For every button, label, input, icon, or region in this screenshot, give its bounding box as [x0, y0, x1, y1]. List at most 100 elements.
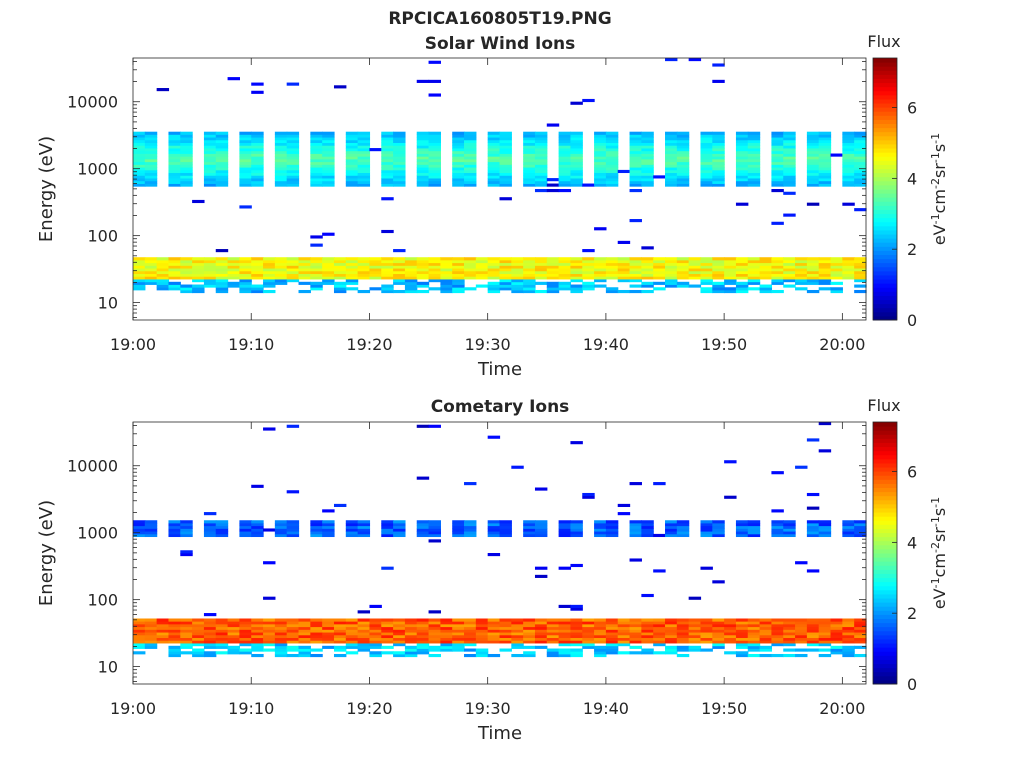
- flux-cell: [629, 156, 642, 160]
- flux-cell: [133, 131, 146, 135]
- flux-cell: [345, 643, 359, 647]
- flux-cell: [582, 621, 595, 625]
- flux-cell: [357, 139, 371, 143]
- flux-cell: [806, 279, 820, 283]
- flux-cell: [168, 531, 181, 535]
- flux-cell: [511, 653, 524, 658]
- flux-cell: [487, 522, 501, 527]
- flux-cell: [806, 289, 820, 294]
- flux-cell: [393, 178, 406, 182]
- flux-cell: [641, 172, 654, 176]
- flux-cell: [842, 528, 855, 532]
- flux-cell: [534, 276, 548, 280]
- flux-cell: [806, 169, 820, 174]
- flux-cell: [629, 558, 642, 562]
- flux-cell: [239, 626, 252, 630]
- flux-cell: [239, 643, 252, 647]
- flux-cell: [676, 180, 690, 184]
- colorbar-step: [873, 647, 897, 652]
- colorbar-tick-label: 4: [907, 533, 917, 552]
- flux-cell: [747, 632, 761, 636]
- flux-cell: [511, 623, 524, 628]
- flux-cell: [144, 137, 158, 141]
- flux-cell: [570, 289, 583, 294]
- flux-cell: [641, 137, 654, 141]
- colorbar-step: [873, 242, 897, 247]
- colorbar-step: [873, 446, 897, 452]
- flux-cell: [747, 164, 761, 168]
- flux-cell: [345, 167, 359, 171]
- flux-cell: [416, 522, 430, 527]
- flux-cell: [416, 150, 430, 154]
- flux-cell: [558, 634, 572, 639]
- flux-cell: [357, 150, 371, 154]
- flux-cell: [203, 183, 217, 187]
- flux-cell: [487, 653, 501, 658]
- flux-cell: [629, 172, 642, 176]
- flux-cell: [676, 626, 690, 630]
- flux-cell: [818, 156, 832, 160]
- flux-cell: [345, 629, 359, 633]
- flux-cell: [818, 178, 832, 182]
- flux-cell: [700, 637, 713, 641]
- flux-cell: [854, 289, 867, 294]
- flux-cell: [203, 653, 217, 658]
- flux-cell: [239, 531, 252, 535]
- flux-cell: [724, 637, 737, 641]
- flux-cell: [203, 153, 217, 157]
- flux-cell: [771, 161, 784, 165]
- flux-cell: [428, 172, 441, 176]
- flux-cell: [393, 520, 406, 524]
- flux-cell: [771, 653, 784, 658]
- flux-cell: [416, 651, 430, 655]
- flux-cell: [180, 148, 193, 152]
- flux-cell: [322, 637, 335, 641]
- colorbar-step: [873, 606, 897, 611]
- flux-cell: [393, 156, 406, 160]
- flux-cell: [357, 629, 371, 633]
- flux-cell: [617, 289, 631, 294]
- flux-cell: [534, 161, 548, 165]
- flux-cell: [180, 289, 193, 294]
- flux-cell: [783, 183, 796, 187]
- flux-cell: [783, 618, 796, 622]
- flux-cell: [381, 533, 394, 538]
- flux-cell: [499, 637, 512, 641]
- flux-cell: [629, 178, 642, 182]
- flux-cell: [523, 153, 536, 157]
- flux-cell: [665, 257, 678, 261]
- flux-cell: [144, 629, 158, 633]
- flux-cell: [404, 632, 418, 636]
- flux-cell: [724, 623, 737, 628]
- flux-cell: [156, 268, 170, 272]
- flux-cell: [180, 270, 193, 275]
- flux-cell: [641, 167, 654, 171]
- flux-cell: [594, 167, 607, 171]
- flux-cell: [369, 621, 382, 625]
- flux-cell: [629, 145, 642, 149]
- flux-cell: [747, 648, 761, 652]
- flux-cell: [759, 626, 773, 630]
- colorbar-step: [873, 532, 897, 538]
- flux-cell: [676, 145, 690, 149]
- flux-cell: [594, 169, 607, 174]
- flux-cell: [771, 145, 784, 149]
- colorbar-step: [873, 94, 897, 100]
- flux-cell: [617, 265, 631, 269]
- flux-cell: [203, 161, 217, 165]
- flux-cell: [180, 265, 193, 269]
- flux-cell: [700, 629, 713, 633]
- flux-cell: [783, 180, 796, 184]
- flux-cell: [735, 284, 749, 288]
- flux-cell: [665, 164, 678, 168]
- flux-cell: [487, 632, 501, 636]
- flux-cell: [310, 148, 323, 152]
- flux-cell: [428, 139, 441, 143]
- flux-cell: [452, 525, 465, 529]
- colorbar-step: [873, 213, 897, 219]
- flux-cell: [310, 270, 323, 275]
- colorbar-step: [873, 675, 897, 681]
- flux-cell: [168, 167, 181, 171]
- flux-cell: [274, 142, 288, 146]
- flux-cell: [546, 189, 560, 193]
